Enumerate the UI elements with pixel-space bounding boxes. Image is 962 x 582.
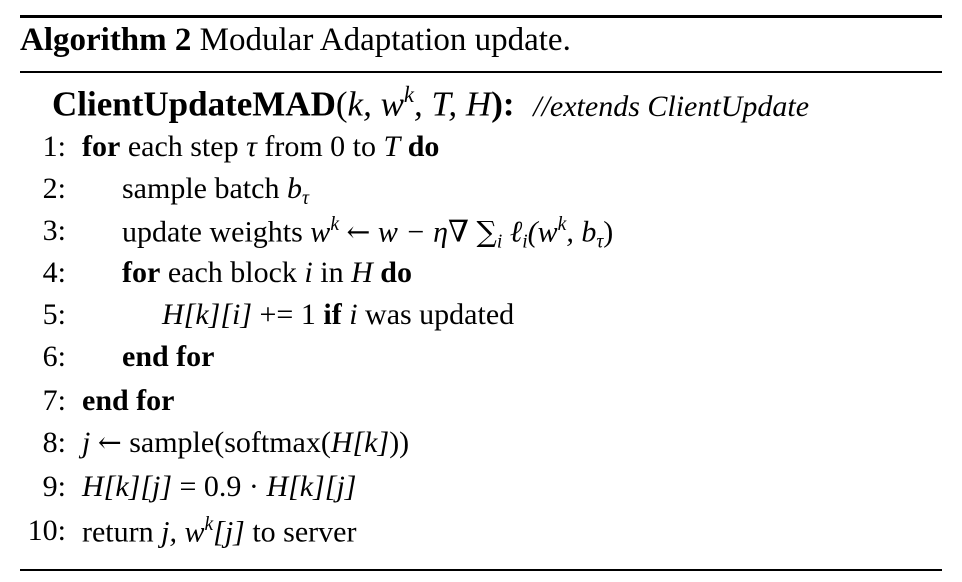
symbol-i: i	[349, 298, 358, 331]
subscript-tau: τ	[596, 231, 604, 253]
line-number: 2:	[42, 172, 66, 205]
algorithm-caption: Algorithm 2 Modular Adaptation update.	[20, 22, 571, 59]
keyword-for: for	[82, 130, 121, 163]
left-arrow-icon: ←	[97, 426, 122, 459]
symbol-j: j	[82, 426, 91, 459]
line-text: from 0 to	[264, 130, 376, 163]
line-number: 6:	[42, 340, 66, 373]
line-body: sample batch bτ	[122, 172, 309, 210]
math-expression: H[k]	[330, 426, 390, 459]
line-body: H[k][j] = 0.9 · H[k][j]	[82, 470, 356, 504]
caption-rule	[20, 71, 942, 73]
args-open: (	[335, 84, 348, 124]
symbol-i: i	[304, 256, 313, 289]
line-text: each step	[127, 130, 239, 163]
symbol-H: H	[351, 256, 373, 289]
line-number: 10:	[27, 514, 66, 547]
math-expression: j, w	[161, 515, 205, 549]
symbol-b: b	[286, 172, 302, 205]
line-number: 8:	[42, 426, 66, 459]
args-close: ):	[491, 84, 515, 124]
math-expression: H[k][i]	[162, 298, 253, 331]
sum-icon: ∑	[476, 215, 497, 249]
subscript-i: i	[522, 231, 528, 253]
args-superscript: k	[403, 82, 415, 107]
line-body: for each step τ from 0 to T do	[82, 130, 439, 164]
procedure-comment: //extends ClientUpdate	[533, 89, 810, 123]
keyword-for: for	[122, 256, 161, 289]
line-text: sample batch	[122, 172, 280, 205]
subscript-tau: τ	[301, 187, 309, 209]
algorithm-label: Algorithm 2	[20, 22, 192, 58]
line-text: update weights	[122, 215, 303, 249]
line-number: 3:	[42, 214, 66, 247]
math-expression: )	[603, 215, 614, 249]
procedure-args: k, w	[347, 84, 404, 124]
line-text: sample(softmax(	[129, 426, 331, 459]
left-arrow-icon: ←	[346, 215, 371, 249]
line-body: j ← sample(softmax(H[k]))	[82, 426, 409, 460]
procedure-name: ClientUpdateMAD	[52, 84, 336, 124]
keyword-if: if	[323, 298, 342, 331]
line-body: return j, wk[j] to server	[82, 514, 356, 550]
symbol-tau: τ	[246, 130, 257, 163]
bottom-rule	[20, 569, 942, 571]
line-text: ))	[389, 426, 410, 459]
line-number: 4:	[42, 256, 66, 289]
superscript-k: k	[557, 214, 567, 235]
math-expression: , b	[566, 215, 597, 249]
line-body: H[k][i] += 1 if i was updated	[162, 298, 514, 332]
math-expression: (w	[527, 215, 558, 249]
line-text: each block	[167, 256, 297, 289]
superscript-k: k	[330, 214, 339, 235]
keyword-do: do	[407, 130, 440, 163]
line-body: for each block i in H do	[122, 256, 412, 290]
line-text: was updated	[365, 298, 515, 331]
subscript-i: i	[496, 231, 503, 253]
procedure-args-rest: , T, H	[414, 84, 492, 124]
math-expression: w − η∇	[377, 215, 469, 249]
top-rule	[20, 15, 942, 18]
symbol-ell: ℓ	[509, 215, 523, 249]
math-expression: [j]	[213, 515, 245, 549]
line-text: to server	[252, 515, 357, 549]
procedure-header: ClientUpdateMAD(k, wk, T, H): //extends …	[52, 82, 809, 125]
math-expression: = 0.9 ·	[179, 470, 259, 503]
line-body: update weights wk ← w − η∇ ∑i ℓi(wk, bτ)	[122, 214, 613, 254]
algorithm-title: Modular Adaptation update.	[199, 22, 571, 58]
symbol-T: T	[383, 130, 401, 163]
line-number: 1:	[42, 130, 66, 163]
keyword-do: do	[380, 256, 412, 289]
math-expression: H[k][j]	[266, 470, 357, 503]
line-number: 5:	[42, 298, 66, 331]
math-expression: H[k][j]	[82, 470, 173, 503]
line-text: in	[320, 256, 344, 289]
line-text: += 1	[259, 298, 316, 331]
line-number: 9:	[42, 470, 66, 503]
keyword-end-for: end for	[82, 384, 175, 417]
line-text: return	[82, 515, 154, 549]
line-number: 7:	[42, 384, 66, 417]
symbol-w: w	[310, 215, 331, 249]
keyword-end-for: end for	[122, 340, 215, 373]
superscript-k: k	[204, 514, 214, 535]
